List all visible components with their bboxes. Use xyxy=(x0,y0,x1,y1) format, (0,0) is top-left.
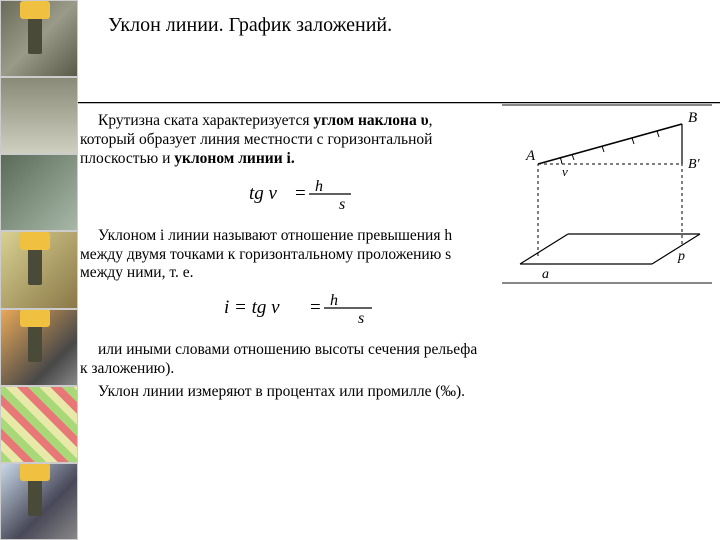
svg-text:=: = xyxy=(295,183,306,204)
sidebar-thumb-1 xyxy=(0,0,78,77)
paragraph-4: Уклон линии измеряют в процентах или про… xyxy=(80,383,488,402)
paragraph-1: Крутизна ската характеризуется углом нак… xyxy=(80,112,488,169)
formula1-den: s xyxy=(339,196,345,211)
p1-bold-2: уклоном линии i. xyxy=(174,150,294,167)
sidebar-thumb-6 xyxy=(0,386,78,463)
sidebar-thumb-4 xyxy=(0,231,78,308)
sidebar-thumb-3 xyxy=(0,154,78,231)
diagram-label-B: B xyxy=(688,110,697,126)
sidebar-thumb-2 xyxy=(0,77,78,154)
formula-1: tg ν = h s xyxy=(80,177,488,217)
formula2-den: s xyxy=(358,310,364,325)
formula-2: i = tg ν = h s xyxy=(80,291,488,331)
body-text: Крутизна ската характеризуется углом нак… xyxy=(78,112,488,406)
diagram-label-a: a xyxy=(542,267,549,282)
formula2-num: h xyxy=(330,292,338,309)
diagram-label-nu: ν xyxy=(562,164,568,179)
diagram-label-Bp: B′ xyxy=(688,157,701,172)
slide-title: Уклон линии. График заложений. xyxy=(96,14,702,37)
sidebar-thumb-7 xyxy=(0,463,78,540)
paragraph-2: Уклоном i линии называют отношение превы… xyxy=(80,227,488,284)
diagram-label-A: A xyxy=(525,148,536,164)
diagram-label-p: p xyxy=(677,249,685,264)
p1-part-a: Крутизна ската характеризуется xyxy=(98,112,313,129)
sidebar-thumb-5 xyxy=(0,309,78,386)
p1-bold-1: углом наклона υ xyxy=(313,112,428,129)
paragraph-3: или иными словами отношению высоты сечен… xyxy=(80,341,488,379)
image-sidebar xyxy=(0,0,78,540)
slope-diagram: A B B′ ν a p xyxy=(502,104,712,284)
formula1-lhs: tg ν xyxy=(249,183,278,204)
formula2-lhs: i = tg ν xyxy=(224,297,280,318)
formula1-num: h xyxy=(315,178,323,195)
svg-text:=: = xyxy=(310,297,321,318)
slide-content: Уклон линии. График заложений. Крутизна … xyxy=(78,0,720,540)
